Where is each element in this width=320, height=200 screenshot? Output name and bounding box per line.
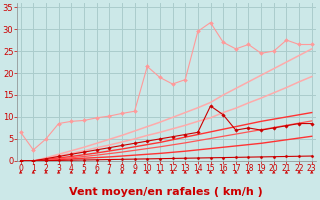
X-axis label: Vent moyen/en rafales ( km/h ): Vent moyen/en rafales ( km/h ) xyxy=(69,187,263,197)
